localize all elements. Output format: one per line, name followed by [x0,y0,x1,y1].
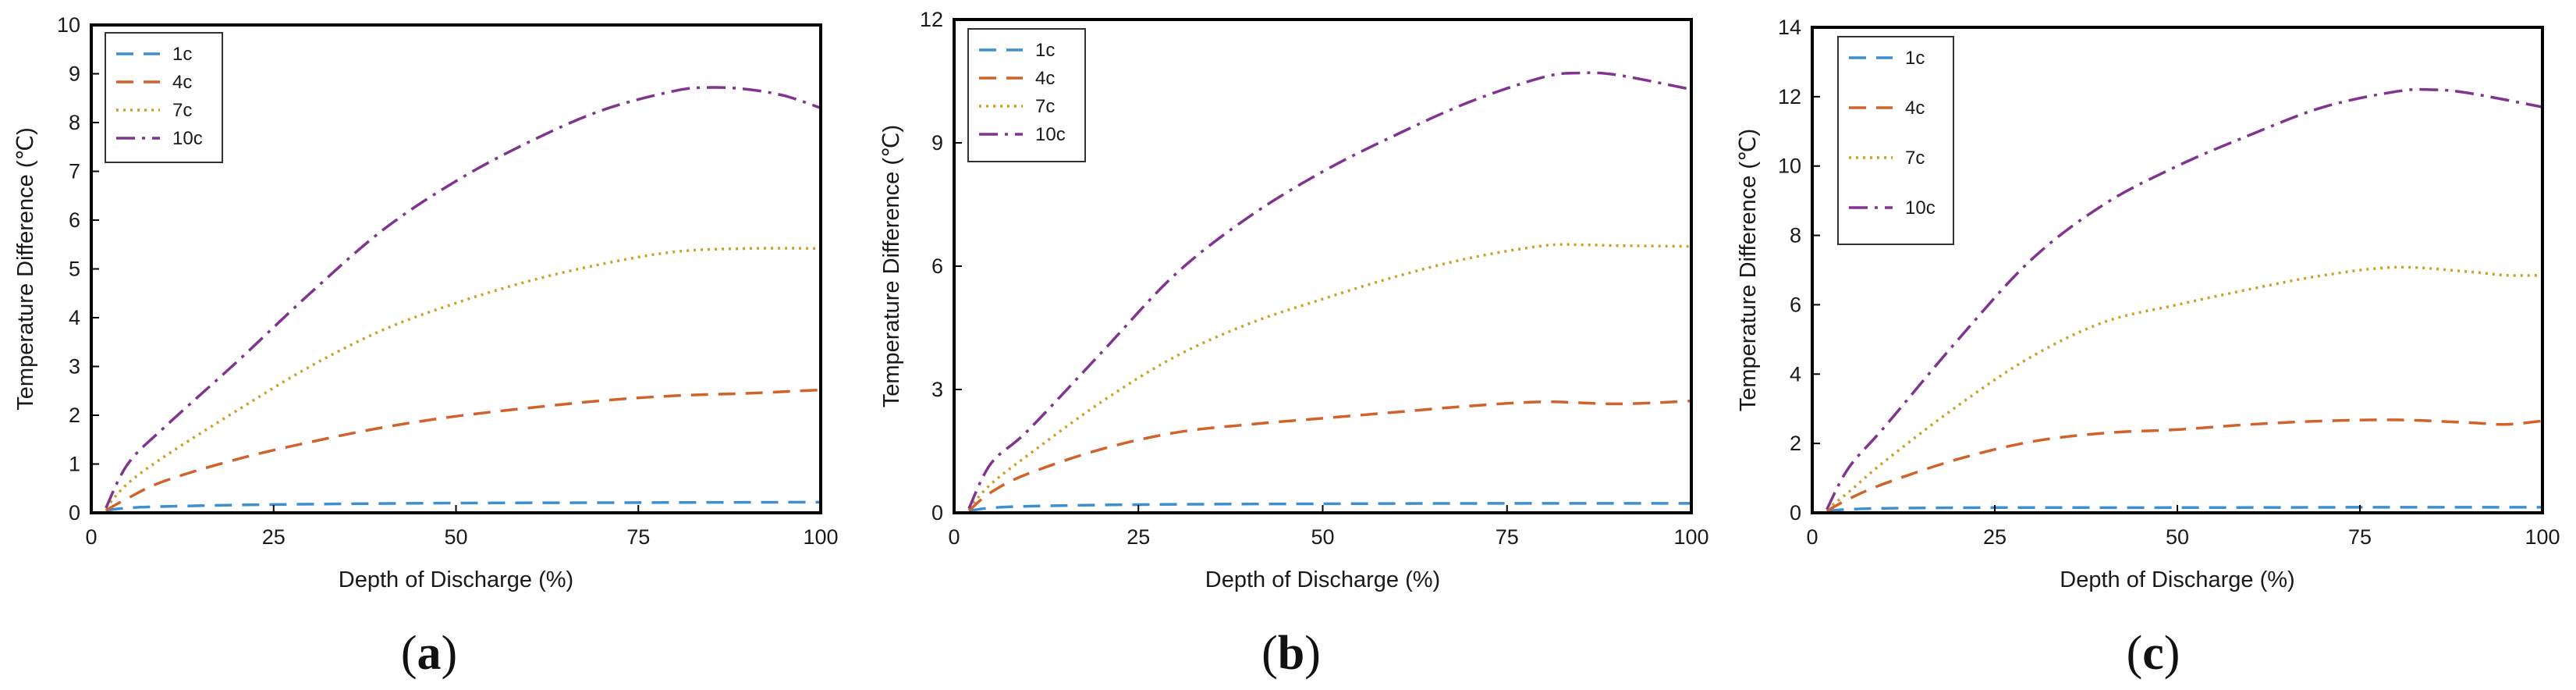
y-tick-label: 7 [69,160,80,183]
series-line-7c [1826,265,2542,510]
x-tick-label: 50 [1311,525,1334,549]
y-tick-label: 0 [1790,501,1801,525]
y-tick-label: 12 [920,8,943,31]
x-tick-label: 25 [1983,525,2007,549]
y-tick-label: 0 [931,501,943,525]
x-tick-label: 100 [803,525,838,549]
y-tick-label: 9 [931,131,943,155]
y-axis-title: Temperature Difference (℃) [13,127,38,410]
y-tick-label: 14 [1778,16,1801,39]
legend-box [105,32,223,163]
series-line-1c [1826,506,2542,513]
x-tick-label: 25 [1127,525,1150,549]
y-tick-label: 6 [1790,293,1801,316]
series-line-10c [1826,87,2542,510]
y-axis-title: Temperature Difference (℃) [879,125,904,407]
y-tick-label: 8 [69,111,80,134]
legend-box [1837,36,1954,245]
chart-panel-c: 0 25 50 75 100 0 2 4 6 8 10 12 14 Depth of Discharge … [1736,16,2560,680]
x-tick-label: 100 [1673,525,1708,549]
y-tick-label: 10 [1778,155,1801,178]
legend: 1c 4c 7c 10c [105,32,223,163]
x-axis-title: Depth of Discharge (%) [339,567,573,592]
x-tick-label: 75 [626,525,650,549]
x-tick-label: 0 [948,525,960,549]
legend-label-1c: 1c [1035,40,1055,61]
y-axis-title: Temperature Difference (℃) [1736,129,1761,411]
series-line-1c [105,500,821,512]
x-tick-label: 0 [85,525,97,549]
y-tick-label: 2 [69,404,80,427]
y-tick-label: 2 [1790,432,1801,455]
legend-label-1c: 1c [172,44,192,65]
y-tick-label: 5 [69,258,80,281]
legend-label-4c: 4c [172,72,192,93]
legend-label-1c: 1c [1905,48,1925,69]
y-tick-label: 6 [931,254,943,278]
legend-label-4c: 4c [1035,68,1055,89]
legend-label-10c: 10c [172,128,203,149]
legend-label-10c: 10c [1905,197,1936,219]
series-line-10c [105,86,821,509]
series-lines [1826,87,2542,513]
y-tick-label: 6 [69,208,80,232]
panel-caption-b: (b) [1261,627,1321,680]
y-tick-label: 4 [69,306,80,329]
x-tick-label: 50 [444,525,467,549]
y-tick-label: 12 [1778,85,1801,108]
legend: 1c 4c 7c 10c [967,28,1086,162]
x-tick-label: 75 [1496,525,1519,549]
series-line-1c [968,502,1691,513]
chart-panel-b: 0 25 50 75 100 0 3 6 9 12 Depth of Discharge (%) Te… [879,8,1709,680]
x-tick-label: 100 [2525,525,2560,549]
y-tick-label: 4 [1790,362,1801,386]
series-line-4c [105,388,821,512]
legend-label-7c: 7c [1905,148,1925,169]
series-lines [967,71,1691,513]
y-tick-label: 3 [69,355,80,379]
x-tick-label: 50 [2166,525,2189,549]
series-lines [105,86,821,512]
legend-label-7c: 7c [172,100,192,121]
series-line-10c [967,71,1691,510]
x-axis-title: Depth of Discharge (%) [1205,567,1440,592]
x-tick-label: 25 [262,525,286,549]
legend-label-4c: 4c [1905,98,1925,119]
x-tick-label: 0 [1806,525,1818,549]
legend-label-10c: 10c [1035,124,1066,145]
chart-panel-a: 0 25 50 75 100 0 1 2 3 4 5 6 7 8 9 10 Depth of Discharge… [13,13,839,680]
y-tick-label: 8 [1790,224,1801,247]
x-tick-label: 75 [2348,525,2372,549]
y-tick-label: 9 [69,62,80,86]
y-tick-label: 1 [69,453,80,476]
x-axis-title: Depth of Discharge (%) [2060,567,2294,592]
legend-label-7c: 7c [1035,96,1055,117]
series-line-7c [967,243,1691,510]
y-tick-label: 3 [931,378,943,401]
series-line-4c [967,399,1691,512]
series-line-7c [105,247,821,509]
y-tick-label: 0 [69,501,80,525]
panel-caption-c: (c) [2127,627,2180,680]
series-line-4c [1826,418,2542,513]
y-tick-label: 10 [57,13,80,37]
panel-caption-a: (a) [401,627,457,680]
legend: 1c 4c 7c 10c [1837,36,1954,245]
